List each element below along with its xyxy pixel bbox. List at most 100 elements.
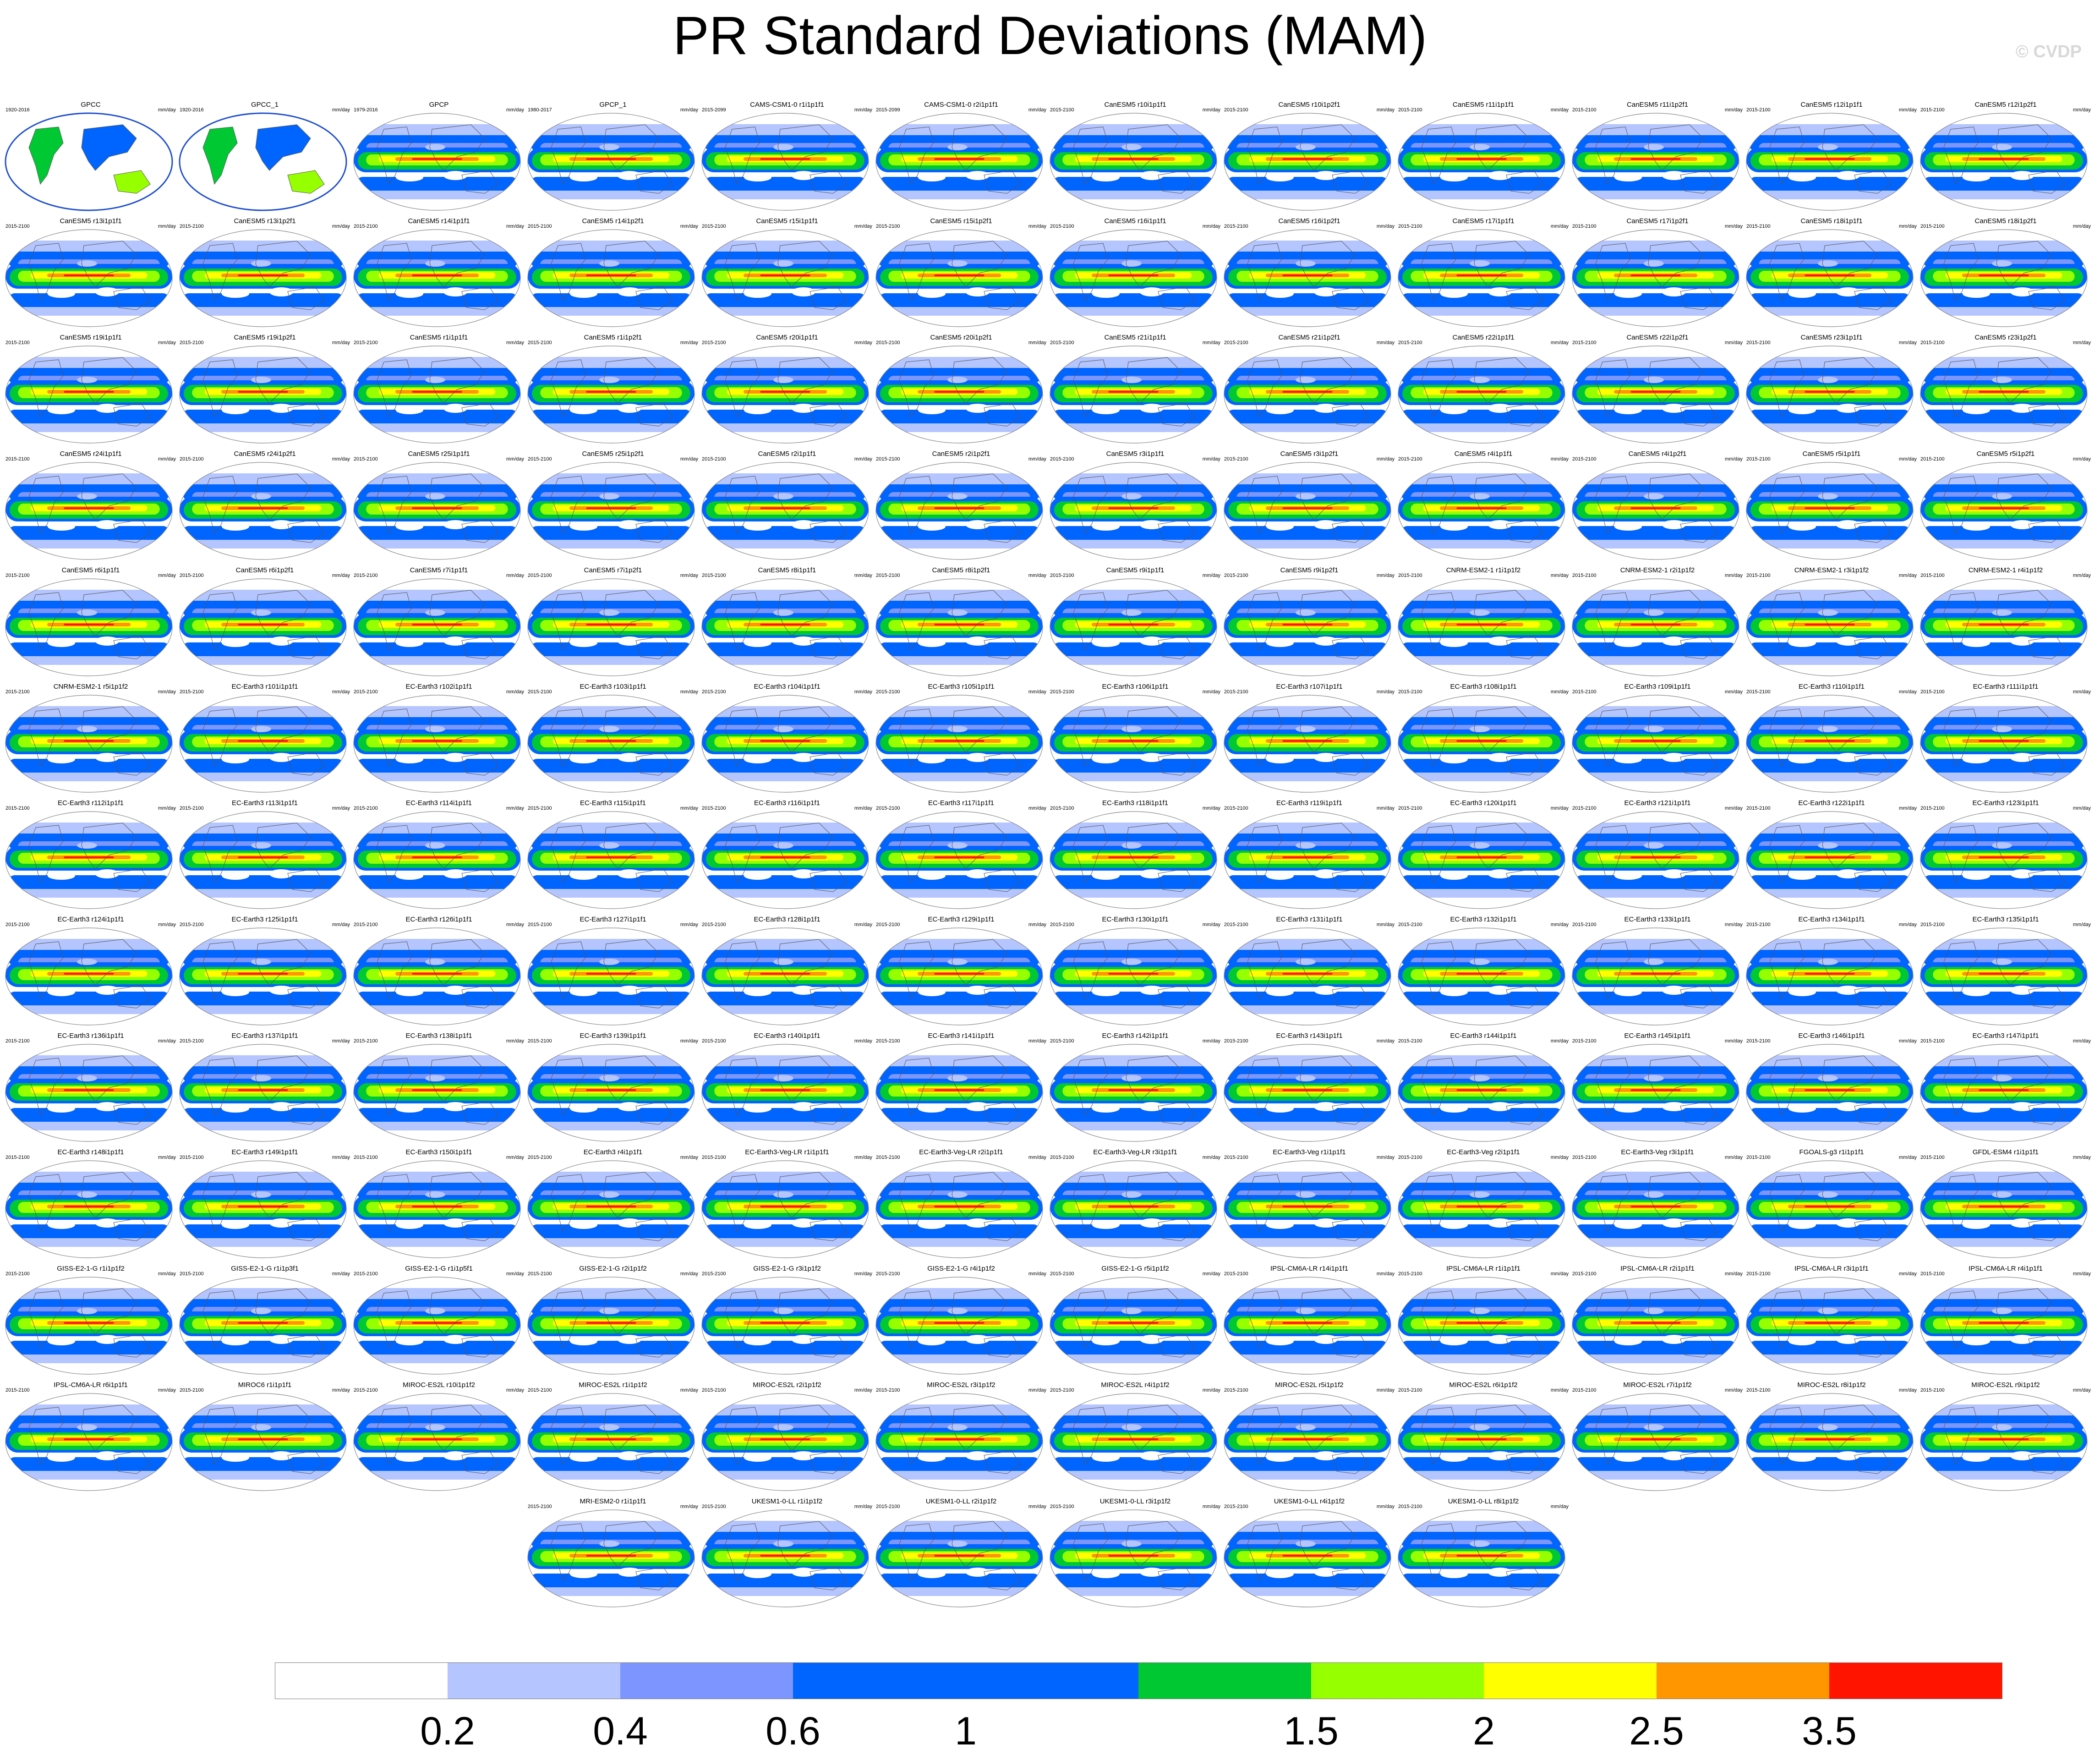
precip-std-map [875,578,1043,676]
precip-std-map [1050,811,1217,909]
panel-units: mm/day [158,806,176,811]
map-panel: EC-Earth3 r138i1p1f1 2015-2100 mm/day [352,1031,526,1148]
panel-years: 2015-2100 [876,922,900,927]
precip-std-map [527,1044,695,1142]
map-panel: CAMS-CSM1-0 r1i1p1f1 2015-2099 mm/day [700,100,874,217]
panel-units: mm/day [506,456,524,462]
panel-title: EC-Earth3 r109i1p1f1 [1624,683,1691,691]
panel-units: mm/day [332,922,350,927]
panel-title: CanESM5 r20i1p1f1 [756,334,818,341]
panel-title: FGOALS-g3 r1i1p1f1 [1799,1148,1864,1156]
colorbar-swatch [1484,1662,1657,1699]
map-panel: GISS-E2-1-G r5i1p1f2 2015-2100 mm/day [1048,1264,1222,1381]
map-panel: CanESM5 r6i1p1f1 2015-2100 mm/day [4,565,178,682]
panel-units: mm/day [680,1155,698,1160]
panel-units: mm/day [680,1388,698,1393]
precip-std-map [353,1277,521,1375]
precip-std-map [527,578,695,676]
panel-units: mm/day [1550,1504,1569,1509]
panel-units: mm/day [506,224,524,229]
map-panel: EC-Earth3-Veg r2i1p1f1 2015-2100 mm/day [1396,1147,1570,1264]
colorbar-swatch [1657,1662,1830,1699]
panel-years: 2015-2100 [1746,340,1771,346]
precip-std-map [179,346,347,444]
panel-units: mm/day [1724,922,1743,927]
map-panel: EC-Earth3 r139i1p1f1 2015-2100 mm/day [526,1031,700,1148]
panel-units: mm/day [158,1388,176,1393]
panel-years: 2015-2100 [1920,340,1945,346]
panel-years: 2015-2100 [1572,1271,1597,1277]
precip-std-map [1920,113,2088,211]
panel-years: 2015-2100 [1224,340,1248,346]
panel-units: mm/day [1550,1155,1569,1160]
colorbar-swatch [448,1662,621,1699]
map-panel: EC-Earth3-Veg-LR r1i1p1f1 2015-2100 mm/day [700,1147,874,1264]
panel-title: EC-Earth3 r125i1p1f1 [231,916,298,923]
panel-years: 2015-2100 [1050,689,1074,695]
panel-units: mm/day [1550,573,1569,578]
panel-years: 2015-2100 [1050,224,1074,229]
colorbar-label: 2 [1473,1709,1495,1753]
precip-std-map [1398,695,1565,793]
precip-std-map [1920,1044,2088,1142]
map-panel: GPCC_1 1920-2016 mm/day [178,100,352,217]
panel-years: 2015-2100 [1224,689,1248,695]
panel-units: mm/day [332,573,350,578]
map-panel: EC-Earth3 r124i1p1f1 2015-2100 mm/day [4,915,178,1031]
panel-units: mm/day [158,922,176,927]
precip-std-map [1224,927,1391,1026]
precip-std-map [701,1044,869,1142]
precip-std-map [1224,1509,1391,1607]
panel-units: mm/day [1898,1388,1917,1393]
map-panel: CanESM5 r2i1p1f1 2015-2100 mm/day [700,449,874,566]
precip-std-map [701,811,869,909]
precip-std-map [1224,811,1391,909]
panel-years: 2015-2100 [528,1038,552,1044]
precip-std-map [701,1509,869,1607]
panel-years: 2015-2100 [702,1271,726,1277]
panel-title: EC-Earth3-Veg r3i1p1f1 [1621,1148,1694,1156]
map-panel: CanESM5 r13i1p2f1 2015-2100 mm/day [178,216,352,333]
panel-title: MIROC-ES2L r2i1p1f2 [753,1381,821,1389]
precip-std-map [1224,462,1391,560]
panel-units: mm/day [1724,224,1743,229]
precip-std-map [1572,113,1739,211]
panel-years: 2015-2100 [1398,689,1422,695]
panel-title: CanESM5 r3i1p2f1 [1280,450,1339,458]
panel-years: 2015-2100 [528,1504,552,1509]
panel-title: CanESM5 r6i1p1f1 [61,566,120,574]
panel-units: mm/day [1724,340,1743,346]
panel-years: 2015-2100 [5,1271,30,1277]
map-panel: GPCC 1920-2016 mm/day [4,100,178,217]
panel-units: mm/day [1028,107,1046,113]
panel-title: UKESM1-0-LL r8i1p1f2 [1448,1497,1519,1505]
map-panel: CanESM5 r12i1p1f1 2015-2100 mm/day [1745,100,1919,217]
panel-years: 2015-2100 [1572,922,1597,927]
panel-years: 1980-2017 [528,107,552,113]
panel-years: 2015-2100 [528,224,552,229]
panel-title: MIROC-ES2L r6i1p1f2 [1449,1381,1518,1389]
panel-years: 2015-2100 [180,1038,204,1044]
precip-std-map [1050,927,1217,1026]
panel-title: CAMS-CSM1-0 r1i1p1f1 [750,101,824,109]
precip-std-map [527,695,695,793]
panel-title: CanESM5 r1i1p2f1 [584,334,642,341]
map-panel: EC-Earth3-Veg r3i1p1f1 2015-2100 mm/day [1570,1147,1745,1264]
map-panel: EC-Earth3 r105i1p1f1 2015-2100 mm/day [874,682,1048,799]
precip-std-map [179,1393,347,1491]
panel-title: CanESM5 r16i1p1f1 [1104,217,1166,225]
panel-years: 2015-2100 [180,689,204,695]
panel-units: mm/day [158,1038,176,1044]
panel-years: 2015-2100 [180,340,204,346]
precip-std-map [353,578,521,676]
panel-units: mm/day [1202,340,1220,346]
panel-years: 2015-2100 [5,1038,30,1044]
panel-years: 2015-2100 [1746,1271,1771,1277]
panel-units: mm/day [1550,456,1569,462]
panel-units: mm/day [158,573,176,578]
precip-std-map [1224,1393,1391,1491]
panel-units: mm/day [1376,573,1395,578]
map-panel: EC-Earth3 r131i1p1f1 2015-2100 mm/day [1222,915,1396,1031]
colorbar-swatch [966,1662,1139,1699]
panel-units: mm/day [1898,224,1917,229]
